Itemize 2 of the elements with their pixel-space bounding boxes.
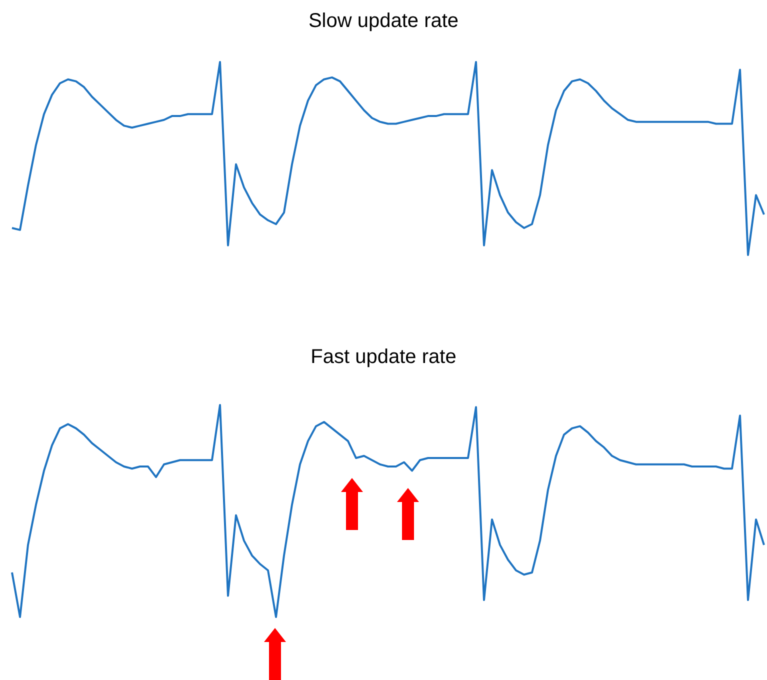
chart-title: Slow update rate <box>308 10 459 32</box>
chart-title: Fast update rate <box>310 346 456 368</box>
